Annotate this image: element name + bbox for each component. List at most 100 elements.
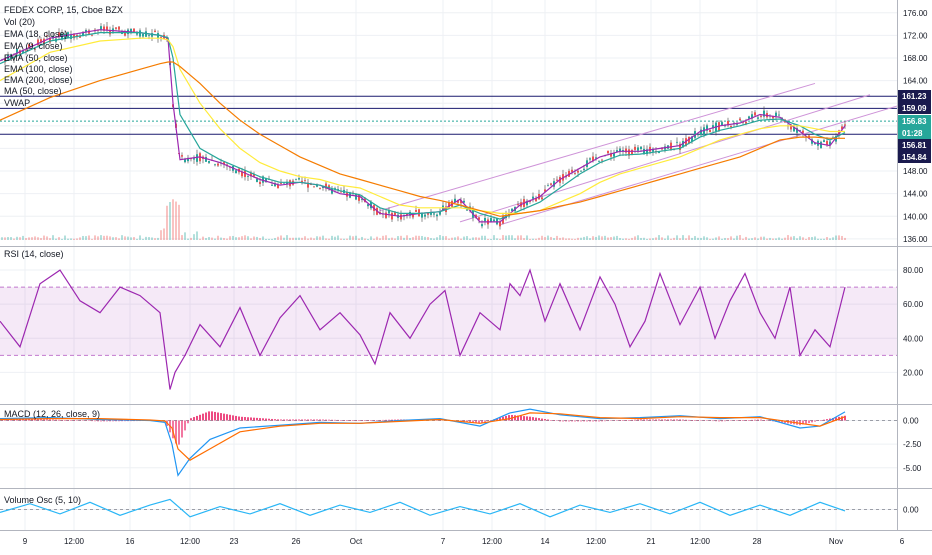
price-y-tick-label: 168.00 (903, 54, 928, 63)
volume-bar (82, 235, 84, 240)
volume-bar (286, 235, 288, 240)
macd-histogram-bar (301, 419, 303, 421)
price-tag[interactable] (898, 90, 931, 102)
macd-series-signal[interactable] (0, 412, 846, 461)
candle-body (151, 33, 153, 37)
volume-bar (745, 236, 747, 240)
rsi-y-tick-label: 40.00 (903, 334, 924, 343)
macd-histogram-bar (184, 420, 186, 431)
candle-body (307, 182, 309, 188)
volume-bar (403, 237, 405, 240)
price-tag[interactable] (898, 139, 931, 151)
macd-histogram-bar (67, 420, 69, 421)
price-tag[interactable] (898, 102, 931, 114)
volume-bar (760, 236, 762, 240)
volume-bar (253, 236, 255, 240)
candle-body (754, 112, 756, 116)
macd-histogram-bar (259, 418, 261, 421)
volume-bar (604, 235, 606, 240)
volume-bar (157, 237, 159, 240)
volume-bar (442, 236, 444, 240)
x-tick-label: 16 (126, 537, 135, 546)
channel-upper-line[interactable] (379, 82, 816, 212)
x-tick-label: Nov (829, 537, 843, 546)
price-series-ema-200-close-[interactable] (0, 61, 845, 217)
candle-body (697, 134, 699, 136)
price-tag[interactable] (898, 127, 931, 139)
candle-body (274, 183, 276, 187)
macd-histogram-bar (754, 419, 756, 421)
macd-histogram-bar (37, 419, 39, 421)
macd-histogram-bar (208, 411, 210, 421)
volume-bar (283, 237, 285, 240)
macd-histogram-bar (688, 419, 690, 421)
volume-bar (304, 236, 306, 240)
macd-histogram-bar (193, 417, 195, 421)
price-tag[interactable] (898, 151, 931, 163)
candle-body (58, 32, 60, 38)
candle-body (217, 163, 219, 166)
macd-histogram-bar (481, 420, 483, 423)
volume-bar (601, 236, 603, 240)
rsi-series-rsi[interactable] (0, 268, 846, 390)
candle-body (196, 154, 198, 162)
price-y-tick-label: 148.00 (903, 167, 928, 176)
macd-histogram-bar (781, 420, 783, 423)
volume_osc-y-tick-label: 0.00 (903, 506, 919, 515)
candle-body (703, 127, 705, 135)
macd-histogram-bar (7, 419, 9, 421)
volume-bar (226, 238, 228, 240)
channel-lower-line[interactable] (459, 94, 871, 223)
candle-body (22, 50, 24, 53)
macd-histogram-bar (118, 420, 120, 422)
volume-bar (610, 237, 612, 240)
channel-mid-line[interactable] (499, 105, 898, 226)
candle-body (727, 121, 729, 126)
candle-body (802, 130, 804, 133)
volume-bar (43, 235, 45, 240)
macd-histogram-bar (826, 419, 828, 421)
volume-bar (211, 237, 213, 240)
candle-body (748, 116, 750, 119)
volume-bar (460, 238, 462, 240)
candle-body (427, 212, 429, 215)
candle-body (385, 212, 387, 218)
volume-bar (205, 238, 207, 240)
macd-histogram-bar (661, 419, 663, 421)
macd-histogram-bar (811, 420, 813, 423)
volume-bar (331, 235, 333, 240)
macd-histogram-bar (253, 417, 255, 421)
volume-bar (766, 238, 768, 240)
volume-bar (76, 238, 78, 240)
volume-bar (607, 237, 609, 240)
macd-histogram-bar (760, 419, 762, 421)
volume-bar (124, 236, 126, 240)
macd-histogram-bar (124, 420, 126, 422)
candle-body (706, 125, 708, 131)
volume-bar (325, 238, 327, 240)
volume-bar (715, 237, 717, 240)
candle-body (421, 213, 423, 218)
macd-histogram-bar (715, 420, 717, 422)
candle-body (358, 194, 360, 201)
candle-body (319, 188, 321, 190)
macd-histogram-bar (718, 420, 720, 422)
candle-body (331, 189, 333, 194)
volume-bar (337, 235, 339, 240)
candle-body (643, 148, 645, 155)
price-tag[interactable] (898, 115, 931, 127)
volume-bar (37, 237, 39, 240)
volume-bar (655, 237, 657, 240)
volume-bar (88, 235, 90, 240)
candle-body (628, 149, 630, 156)
macd-histogram-bar (697, 420, 699, 421)
volume_osc-series-volume-osc[interactable] (0, 498, 846, 518)
volume-bar (751, 238, 753, 240)
volume-bar (613, 236, 615, 240)
macd-histogram-bar (379, 419, 381, 421)
volume-osc-pane-label: Volume Osc (5, 10) (4, 495, 81, 505)
price-series-ema-9-close-[interactable] (0, 29, 846, 223)
macd-histogram-bar (223, 413, 225, 421)
